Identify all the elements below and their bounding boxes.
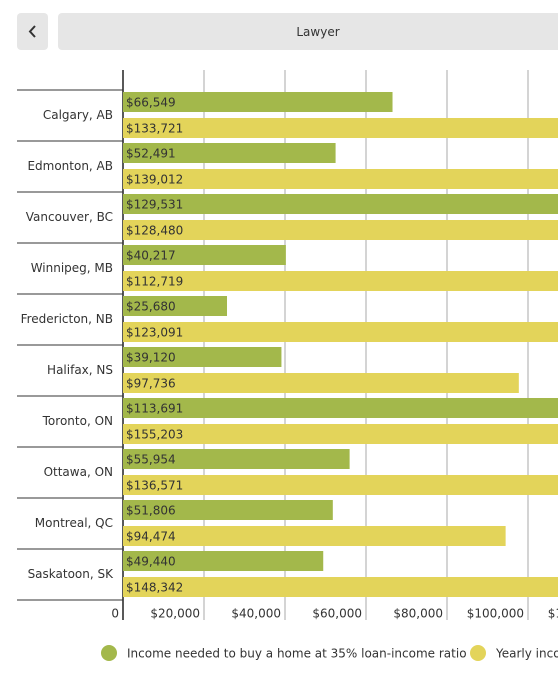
bar — [123, 220, 558, 240]
data-label: $112,719 — [126, 275, 183, 289]
bar — [123, 500, 333, 520]
y-tick-label: Winnipeg, MB — [31, 261, 113, 275]
data-label: $51,806 — [126, 504, 176, 518]
y-tick-label: Saskatoon, SK — [28, 567, 115, 581]
bar — [123, 424, 558, 444]
legend-swatch — [470, 645, 486, 661]
y-tick-label: Halifax, NS — [47, 363, 113, 377]
bar — [123, 475, 558, 495]
bar — [123, 347, 282, 367]
data-label: $94,474 — [126, 530, 176, 544]
y-tick-label: Montreal, QC — [35, 516, 113, 530]
bar — [123, 245, 286, 265]
data-label: $39,120 — [126, 351, 176, 365]
bar — [123, 271, 558, 291]
bar — [123, 194, 558, 214]
data-label: $40,217 — [126, 249, 176, 263]
data-label: $133,721 — [126, 122, 183, 136]
data-label: $97,736 — [126, 377, 176, 391]
bar — [123, 551, 324, 571]
y-tick-label: Edmonton, AB — [27, 159, 113, 173]
x-tick-label: $40,000 — [231, 607, 281, 621]
data-label: $113,691 — [126, 402, 183, 416]
data-label: $148,342 — [126, 581, 183, 595]
data-label: $66,549 — [126, 96, 176, 110]
data-label: $155,203 — [126, 428, 183, 442]
legend-label: Income needed to buy a home at 35% loan-… — [127, 647, 467, 661]
x-tick-label: $20,000 — [150, 607, 200, 621]
y-tick-label: Ottawa, ON — [44, 465, 113, 479]
chart: 0 $20,000 $40,000 $60,000 $80,000 $100,000 $12… — [17, 70, 558, 661]
x-tick-label: $100,000 — [467, 607, 524, 621]
bar — [123, 118, 558, 138]
y-tick-label: Toronto, ON — [42, 414, 113, 428]
chart-title[interactable]: Lawyer — [58, 13, 558, 50]
data-label: $136,571 — [126, 479, 183, 493]
bar — [123, 322, 558, 342]
legend-label: Yearly income — [495, 647, 558, 661]
bar — [123, 526, 506, 546]
bar — [123, 577, 558, 597]
bar — [123, 169, 558, 189]
bar — [123, 398, 558, 418]
data-label: $25,680 — [126, 300, 176, 314]
x-tick-label: $80,000 — [393, 607, 443, 621]
data-label: $129,531 — [126, 198, 183, 212]
y-tick-label: Fredericton, NB — [21, 312, 113, 326]
bar — [123, 143, 336, 163]
x-tick-label: 0 — [111, 607, 119, 621]
bar — [123, 92, 393, 112]
y-tick-label: Calgary, AB — [43, 108, 113, 122]
back-icon — [28, 25, 36, 38]
data-label: $128,480 — [126, 224, 183, 238]
data-label: $49,440 — [126, 555, 176, 569]
data-label: $55,954 — [126, 453, 176, 467]
legend-swatch — [101, 645, 117, 661]
y-tick-label: Vancouver, BC — [26, 210, 113, 224]
bar — [123, 449, 350, 469]
data-label: $139,012 — [126, 173, 183, 187]
bar — [123, 373, 519, 393]
back-button[interactable] — [17, 13, 48, 50]
bar — [123, 296, 228, 316]
data-label: $123,091 — [126, 326, 183, 340]
x-tick-label: $60,000 — [312, 607, 362, 621]
x-tick-label: $120,000 — [548, 607, 558, 621]
data-label: $52,491 — [126, 147, 176, 161]
